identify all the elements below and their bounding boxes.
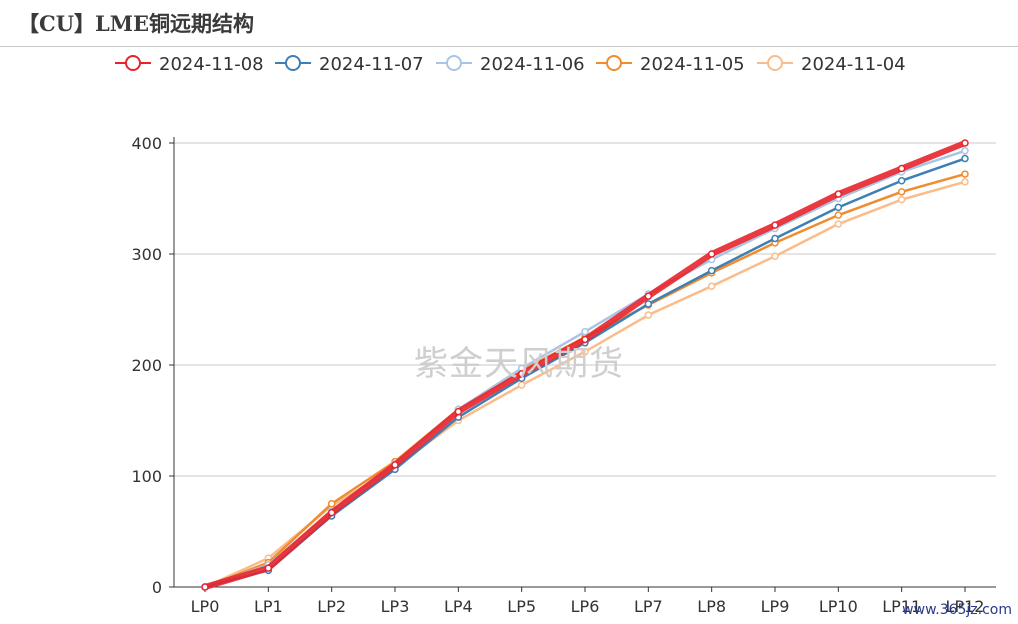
data-point [961, 147, 969, 155]
data-point [834, 203, 843, 212]
x-tick-label: LP9 [761, 597, 790, 616]
data-point [771, 234, 779, 243]
legend-marker [767, 55, 783, 71]
data-point [264, 564, 273, 572]
data-point [897, 195, 906, 204]
data-point [644, 292, 653, 300]
legend-label: 2024-11-05 [640, 54, 745, 75]
data-point [707, 266, 716, 275]
data-point [581, 335, 589, 344]
data-point [897, 164, 906, 173]
data-point [644, 311, 653, 319]
legend-label: 2024-11-07 [319, 54, 424, 75]
x-tick-label: LP1 [254, 597, 283, 616]
data-point [707, 250, 716, 258]
data-point [581, 327, 589, 336]
x-tick-label: LP0 [191, 597, 220, 616]
data-point [961, 170, 969, 178]
data-point [327, 508, 336, 517]
data-point [581, 347, 589, 356]
data-point [834, 220, 843, 228]
y-tick-label: 100 [131, 467, 162, 486]
chart-title: 【CU】LME铜远期结构 [18, 11, 255, 36]
data-point [391, 461, 399, 469]
title-divider [0, 46, 1018, 47]
data-point [834, 211, 843, 219]
legend-label: 2024-11-06 [480, 54, 585, 75]
y-tick-label: 200 [131, 356, 162, 375]
legend-label: 2024-11-08 [159, 54, 264, 75]
watermark: 紫金天风期货 [414, 344, 624, 384]
data-point [771, 252, 779, 260]
x-tick-label: LP8 [697, 597, 726, 616]
data-point [961, 178, 969, 186]
data-point [644, 300, 653, 308]
y-tick-label: 300 [131, 245, 162, 264]
data-point [897, 176, 906, 185]
x-tick-label: LP4 [444, 597, 473, 616]
legend-label: 2024-11-04 [801, 54, 906, 75]
y-tick-label: 400 [131, 134, 162, 153]
x-tick-label: LP12 [946, 597, 985, 616]
data-point [834, 190, 843, 198]
legend-marker [606, 55, 622, 71]
data-point [201, 583, 209, 591]
x-tick-label: LP2 [317, 597, 346, 616]
legend-marker [125, 55, 141, 71]
x-tick-label: LP10 [819, 597, 858, 616]
site-watermark: www.365jz.com [902, 602, 1012, 618]
data-point [897, 188, 906, 196]
data-point [961, 154, 969, 163]
x-tick-label: LP7 [634, 597, 663, 616]
data-point [707, 282, 716, 290]
x-tick-label: LP6 [571, 597, 600, 616]
data-point [517, 370, 526, 378]
x-tick-label: LP5 [507, 597, 536, 616]
x-tick-label: LP3 [381, 597, 410, 616]
data-point [327, 500, 336, 508]
y-tick-label: 0 [152, 578, 162, 597]
data-point [454, 407, 463, 416]
data-point [771, 221, 779, 229]
legend-marker [285, 55, 301, 71]
x-tick-label: LP11 [882, 597, 921, 616]
legend-marker [446, 55, 462, 71]
data-point [961, 139, 969, 147]
